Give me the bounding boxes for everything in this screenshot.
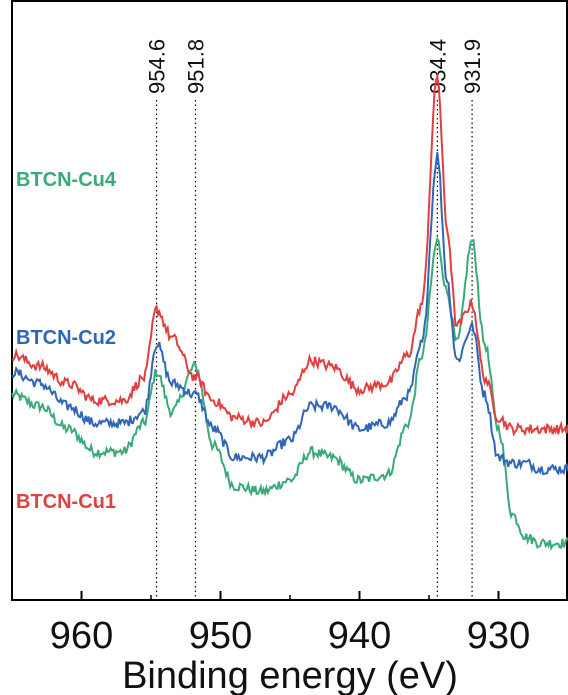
series-label-btcn-cu4: BTCN-Cu4 xyxy=(16,169,117,191)
x-axis: 960 950 940 930 xyxy=(11,591,568,657)
series-label-btcn-cu1: BTCN-Cu1 xyxy=(16,491,116,513)
x-axis-title: Binding energy (eV) xyxy=(122,655,458,695)
series-line-btcn-cu2 xyxy=(11,152,568,476)
series-line-btcn-cu1 xyxy=(11,73,568,437)
series-label-btcn-cu2: BTCN-Cu2 xyxy=(16,327,116,349)
peak-label-951.8: 951.8 xyxy=(183,39,208,94)
x-tick-label-960: 960 xyxy=(50,615,113,657)
peak-label-931.9: 931.9 xyxy=(460,39,485,94)
peak-label-954.6: 954.6 xyxy=(145,39,170,94)
reference-lines: 954.6 951.8 934.4 931.9 xyxy=(145,39,485,600)
x-tick-label-940: 940 xyxy=(328,615,391,657)
series-line-btcn-cu4 xyxy=(11,236,568,551)
x-tick-label-950: 950 xyxy=(189,615,252,657)
series-layer xyxy=(11,73,568,551)
x-tick-label-930: 930 xyxy=(467,615,530,657)
series-labels: BTCN-Cu4 BTCN-Cu2 BTCN-Cu1 xyxy=(16,169,117,513)
